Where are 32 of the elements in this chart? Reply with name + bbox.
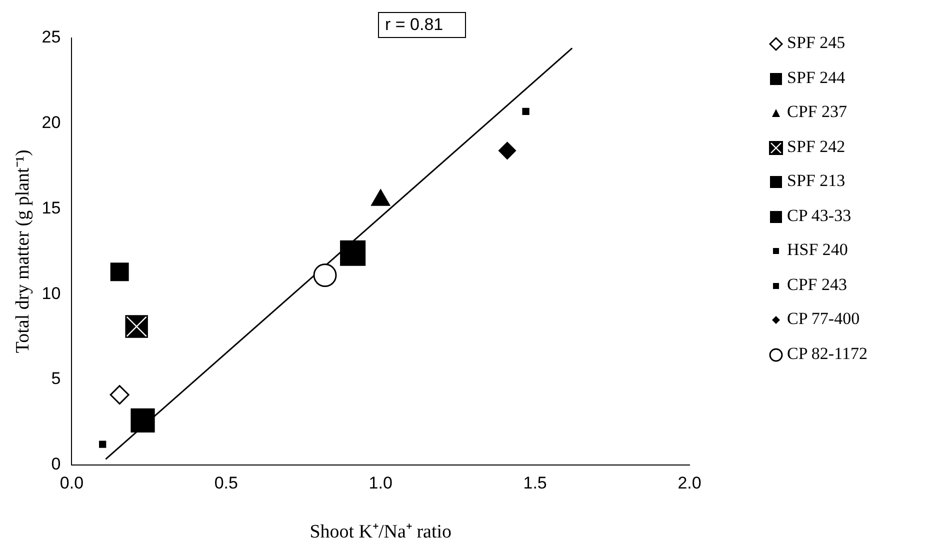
x-tick-label: 2.0 bbox=[678, 474, 702, 493]
legend-label: SPF 242 bbox=[787, 136, 846, 156]
point bbox=[340, 240, 366, 266]
y-tick-label: 10 bbox=[42, 284, 61, 303]
point bbox=[313, 264, 337, 288]
y-tick-label: 25 bbox=[42, 28, 61, 47]
point bbox=[130, 408, 155, 432]
y-tick-label: 5 bbox=[51, 369, 61, 388]
text: r = 0.81 bbox=[378, 12, 466, 38]
legend-label: CP 77-400 bbox=[787, 309, 860, 328]
point bbox=[498, 142, 516, 160]
legend-label: HSF 240 bbox=[787, 240, 848, 259]
legend-label: CPF 243 bbox=[787, 274, 847, 294]
legend-label: SPF 245 bbox=[787, 33, 846, 52]
x-tick-label: 0.5 bbox=[214, 474, 238, 493]
x-axis-title: Shoot K⁺/Na⁺ ratio bbox=[310, 522, 452, 543]
legend-label: SPF 244 bbox=[787, 68, 846, 86]
point bbox=[99, 440, 106, 448]
point bbox=[522, 108, 530, 115]
x-tick-label: 1.0 bbox=[368, 474, 392, 493]
legend-label: SPF 213 bbox=[787, 171, 846, 190]
y-tick-label: 0 bbox=[51, 454, 61, 474]
point bbox=[110, 262, 129, 282]
y-tick-label: 15 bbox=[42, 198, 61, 218]
point bbox=[110, 385, 130, 405]
legend-label: CP 43-33 bbox=[787, 206, 852, 224]
legend-label: CPF 237 bbox=[787, 102, 847, 121]
legend-label: CP 82-1172 bbox=[787, 344, 868, 362]
x-tick-label: 0.0 bbox=[60, 474, 84, 493]
y-axis-title: Total dry matter (g plant⁻¹) bbox=[12, 150, 34, 354]
x-tick-label: 1.5 bbox=[523, 474, 547, 493]
y-tick-label: 20 bbox=[42, 113, 61, 132]
